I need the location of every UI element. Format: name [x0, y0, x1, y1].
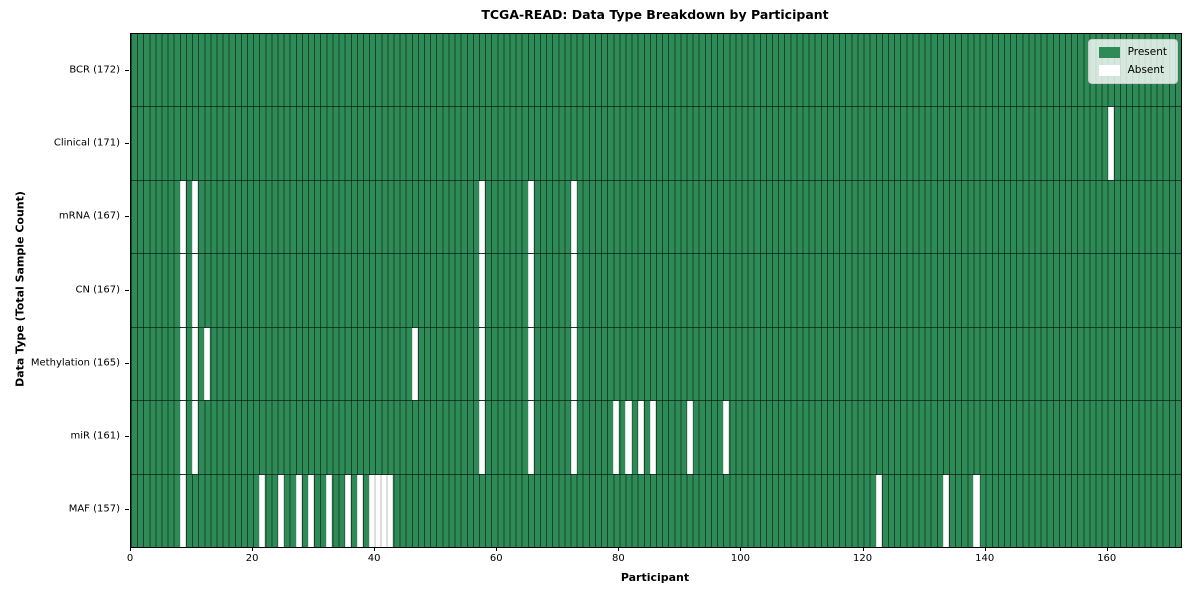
absent-cell: [527, 254, 534, 327]
y-tick-mark: [125, 436, 129, 438]
x-tick-label: 100: [730, 553, 750, 564]
absent-cell: [570, 180, 577, 254]
absent-cell: [277, 474, 284, 547]
absent-cell: [192, 401, 199, 474]
absent-cell: [942, 474, 949, 547]
y-tick-mark: [125, 216, 129, 218]
absent-cell: [637, 401, 644, 474]
x-tick-mark: [1106, 547, 1108, 551]
y-tick-mark: [125, 69, 129, 71]
absent-cell: [387, 474, 394, 547]
y-tick-mark: [125, 362, 129, 364]
absent-cell: [259, 474, 266, 547]
heatmap-row-clinical: [131, 106, 1181, 180]
absent-cell: [326, 474, 333, 547]
heatmap-row-methylation: [131, 326, 1181, 401]
absent-cell: [973, 474, 980, 547]
absent-cell: [369, 474, 376, 547]
absent-cell: [192, 327, 199, 401]
absent-cell: [344, 474, 351, 547]
y-tick-mark: [125, 289, 129, 291]
absent-cell: [192, 254, 199, 327]
absent-cell: [179, 254, 186, 327]
y-tick-label: BCR (172): [69, 64, 120, 76]
absent-cell: [723, 401, 730, 474]
absent-cell: [570, 254, 577, 327]
absent-cell: [295, 474, 302, 547]
x-tick-label: 160: [1097, 553, 1117, 564]
x-tick-label: 60: [489, 553, 503, 564]
chart-title: TCGA-READ: Data Type Breakdown by Partic…: [481, 7, 829, 22]
absent-cell: [411, 327, 418, 401]
legend-item-absent: Absent: [1098, 64, 1167, 77]
x-tick-mark: [252, 547, 254, 551]
absent-cell: [625, 401, 632, 474]
absent-cell: [192, 180, 199, 254]
heatmap-row-bcr: [131, 34, 1181, 107]
x-axis-label: Participant: [620, 571, 690, 584]
x-axis-ticks: 0 20 40 60 80 100 120 140 160: [126, 547, 1180, 569]
absent-cell: [179, 474, 186, 547]
absent-cell: [875, 474, 882, 547]
x-tick-label: 20: [245, 553, 259, 564]
x-tick-label: 120: [853, 553, 873, 564]
x-tick-mark: [740, 547, 742, 551]
y-tick-label: mRNA (167): [58, 210, 120, 222]
legend: Present Absent: [1087, 39, 1178, 84]
absent-cell: [179, 327, 186, 401]
absent-cell: [308, 474, 315, 547]
heatmap-row-cn: [131, 253, 1181, 327]
y-tick-mark: [125, 509, 129, 511]
absent-cell: [1107, 107, 1114, 180]
y-tick-label: CN (167): [75, 284, 120, 295]
x-tick-mark: [984, 547, 986, 551]
x-tick-mark: [862, 547, 864, 551]
absent-cell: [356, 474, 363, 547]
y-tick-label: Methylation (165): [30, 357, 120, 369]
legend-label-present: Present: [1127, 46, 1167, 59]
absent-cell: [478, 254, 486, 327]
absent-cell: [478, 180, 486, 254]
heatmap-rows: [131, 34, 1181, 547]
absent-cell: [527, 180, 534, 254]
y-tick-label: MAF (157): [68, 503, 120, 515]
y-tick-label: Clinical (171): [53, 137, 120, 149]
absent-cell: [204, 327, 211, 401]
legend-item-present: Present: [1098, 46, 1167, 59]
absent-cell: [381, 474, 388, 547]
x-tick-mark: [496, 547, 498, 551]
heatmap-row-maf: [131, 473, 1181, 547]
x-tick-mark: [130, 547, 131, 551]
y-tick-label: miR (161): [70, 430, 120, 442]
absent-cell: [527, 327, 534, 401]
absent-cell: [686, 401, 693, 474]
x-tick-label: 40: [367, 553, 381, 564]
absent-cell: [179, 180, 186, 254]
absent-cell: [570, 327, 577, 401]
y-axis-ticks: BCR (172) Clinical (171) mRNA (167) CN (167…: [0, 33, 130, 546]
x-tick-mark: [618, 547, 620, 551]
absent-cell: [375, 474, 382, 547]
heatmap-row-mir: [131, 400, 1181, 474]
absent-cell: [649, 401, 656, 474]
x-tick-mark: [374, 547, 376, 551]
present-swatch-icon: [1098, 47, 1120, 58]
absent-cell: [527, 401, 534, 474]
absent-swatch-icon: [1098, 65, 1120, 76]
x-tick-label: 80: [611, 553, 625, 564]
absent-cell: [478, 401, 486, 474]
plot-area: Present Absent: [130, 33, 1182, 548]
x-tick-label: 140: [975, 553, 995, 564]
x-tick-label: 0: [126, 553, 134, 564]
y-tick-mark: [125, 142, 129, 144]
absent-cell: [179, 401, 186, 474]
absent-cell: [478, 327, 486, 401]
absent-cell: [613, 401, 620, 474]
heatmap-row-mrna: [131, 179, 1181, 254]
absent-cell: [570, 401, 577, 474]
legend-label-absent: Absent: [1127, 64, 1165, 77]
